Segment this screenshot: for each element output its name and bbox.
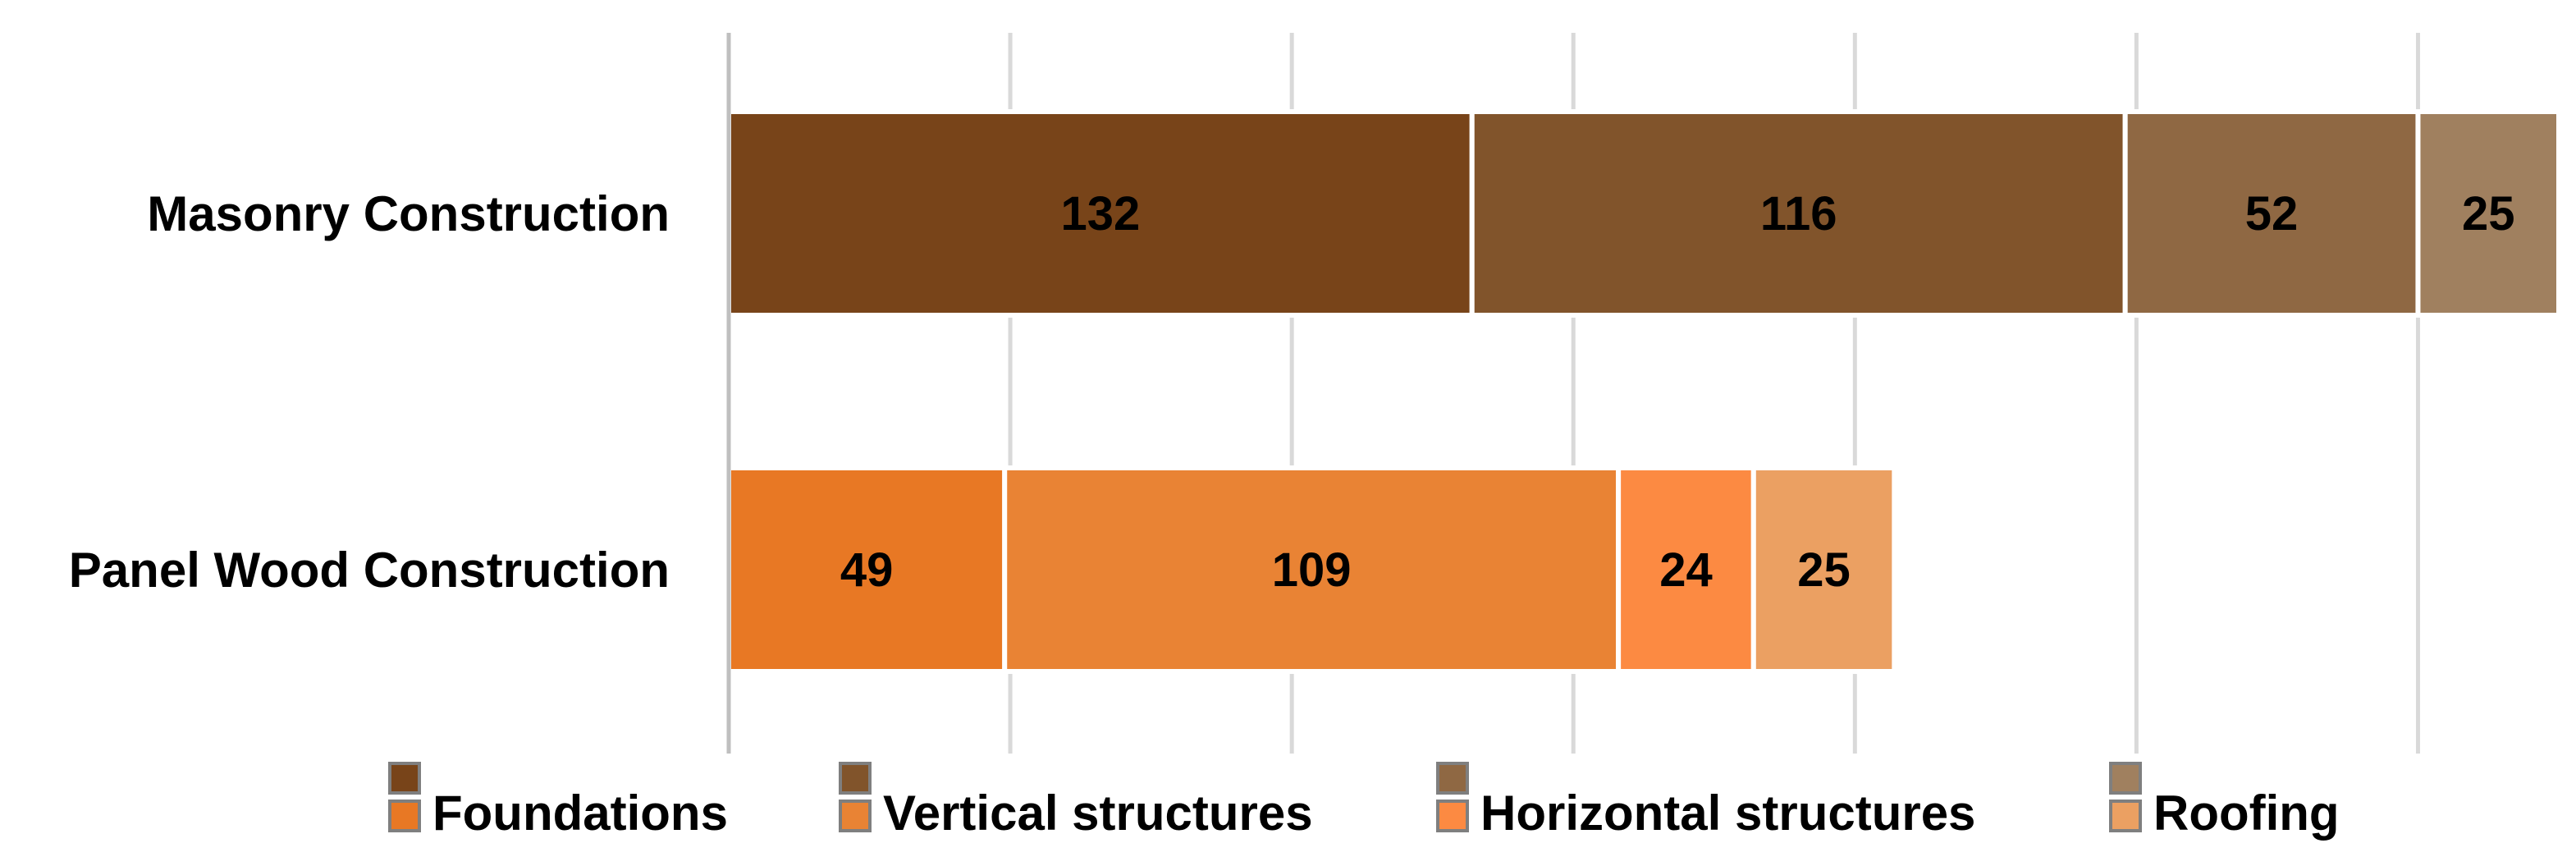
bar-segment bbox=[1002, 465, 1622, 674]
legend-label: Horizontal structures bbox=[1480, 786, 1975, 841]
value-label: 25 bbox=[1797, 543, 1851, 597]
legend: Foundations Vertical structures Horizontal… bbox=[388, 762, 2340, 841]
bars bbox=[726, 109, 2561, 674]
legend-label: Foundations bbox=[432, 786, 728, 841]
legend-label: Roofing bbox=[2153, 786, 2340, 841]
value-label: 116 bbox=[1760, 187, 1837, 241]
value-label: 24 bbox=[1659, 543, 1713, 597]
value-label: 25 bbox=[2462, 187, 2515, 241]
value-label: 49 bbox=[840, 543, 894, 597]
legend-swatch bbox=[2109, 800, 2142, 832]
bar-segment bbox=[1616, 465, 1756, 674]
bar-segment bbox=[2415, 109, 2561, 318]
value-label: 109 bbox=[1272, 543, 1352, 597]
legend-swatch bbox=[388, 762, 421, 795]
category-label: Panel Wood Construction bbox=[69, 543, 670, 598]
legend-swatch bbox=[839, 800, 872, 832]
legend-label: Vertical structures bbox=[883, 786, 1313, 841]
bar-segment bbox=[1750, 465, 1897, 674]
value-label: 132 bbox=[1060, 187, 1140, 241]
bar-segment bbox=[726, 109, 1475, 318]
legend-swatch bbox=[2109, 762, 2142, 795]
category-label: Masonry Construction bbox=[147, 186, 670, 241]
legend-swatch bbox=[388, 800, 421, 832]
value-labels: 132 116 52 25 49 109 24 25 bbox=[840, 187, 2515, 597]
value-label: 52 bbox=[2245, 187, 2299, 241]
legend-swatch bbox=[839, 762, 872, 795]
legend-swatch bbox=[1436, 800, 1469, 832]
legend-swatch bbox=[1436, 762, 1469, 795]
category-labels: Masonry Construction Panel Wood Construct… bbox=[69, 186, 670, 598]
bar-segment bbox=[726, 465, 1008, 674]
